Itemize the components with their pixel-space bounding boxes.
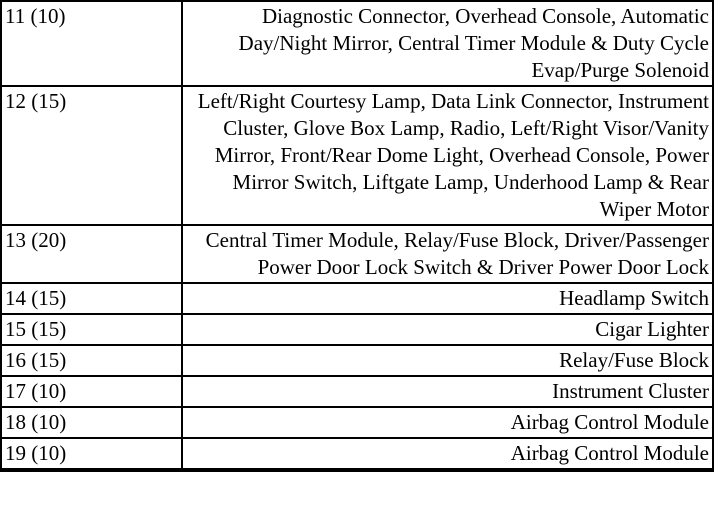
fuse-table: 11 (10) Diagnostic Connector, Overhead C… [0, 0, 714, 472]
table-row: 18 (10) Airbag Control Module [0, 406, 714, 439]
table-row: 14 (15) Headlamp Switch [0, 282, 714, 315]
fuse-number-cell: 14 (15) [0, 282, 183, 315]
table-row: 11 (10) Diagnostic Connector, Overhead C… [0, 0, 714, 87]
table-row: 13 (20) Central Timer Module, Relay/Fuse… [0, 224, 714, 284]
fuse-number-cell: 12 (15) [0, 85, 183, 226]
table-row: 17 (10) Instrument Cluster [0, 375, 714, 408]
fuse-description-cell: Central Timer Module, Relay/Fuse Block, … [181, 224, 714, 284]
fuse-description-cell: Airbag Control Module [181, 406, 714, 439]
fuse-number-cell: 13 (20) [0, 224, 183, 284]
table-row: 19 (10) Airbag Control Module [0, 437, 714, 471]
table-row: 16 (15) Relay/Fuse Block [0, 344, 714, 377]
fuse-description-cell: Left/Right Courtesy Lamp, Data Link Conn… [181, 85, 714, 226]
fuse-description-cell: Relay/Fuse Block [181, 344, 714, 377]
fuse-description-cell: Instrument Cluster [181, 375, 714, 408]
fuse-number-cell: 18 (10) [0, 406, 183, 439]
fuse-number-cell: 15 (15) [0, 313, 183, 346]
fuse-number-cell: 17 (10) [0, 375, 183, 408]
fuse-number-cell: 16 (15) [0, 344, 183, 377]
fuse-description-cell: Headlamp Switch [181, 282, 714, 315]
fuse-number-cell: 19 (10) [0, 437, 183, 471]
fuse-description-cell: Airbag Control Module [181, 437, 714, 471]
fuse-description-cell: Diagnostic Connector, Overhead Console, … [181, 0, 714, 87]
fuse-table-body: 11 (10) Diagnostic Connector, Overhead C… [0, 0, 714, 471]
table-row: 15 (15) Cigar Lighter [0, 313, 714, 346]
fuse-number-cell: 11 (10) [0, 0, 183, 87]
table-row: 12 (15) Left/Right Courtesy Lamp, Data L… [0, 85, 714, 226]
fuse-description-cell: Cigar Lighter [181, 313, 714, 346]
